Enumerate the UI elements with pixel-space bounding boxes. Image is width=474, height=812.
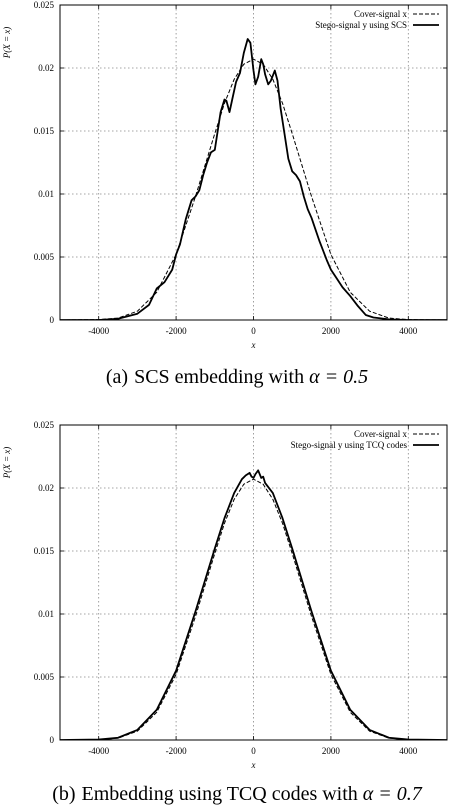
chart-a-xtick-label-0: -4000 xyxy=(88,326,109,336)
chart-a-legend-label-0: Cover-signal x xyxy=(354,9,408,19)
chart-b-ylabel: P(X = x) xyxy=(2,447,12,480)
chart-a-svg: -4000 -2000 0 2000 4000 0 0.005 0.01 0.015 0.02 0.… xyxy=(2,0,448,350)
chart-b-series-cover-line xyxy=(60,478,447,740)
chart-b-legend-label-0: Cover-signal x xyxy=(354,429,408,439)
chart-a-series-cover-line xyxy=(60,58,447,320)
chart-b-legend-label-1: Stego-signal y using TCQ codes xyxy=(291,440,408,450)
chart-a-ytick-label-1: 0.005 xyxy=(34,252,55,262)
chart-a-ytick-label-5: 0.025 xyxy=(34,0,55,10)
chart-b-xtick-label-1: -2000 xyxy=(166,746,187,756)
chart-b-xtick-label-0: -4000 xyxy=(88,746,109,756)
chart-a-xtick-label-2: 0 xyxy=(251,326,256,336)
chart-b-ytick-label-4: 0.02 xyxy=(38,483,54,493)
chart-a-ytick-label-4: 0.02 xyxy=(38,63,54,73)
chart-a-ylabel: P(X = x) xyxy=(2,27,12,60)
chart-a-ytick-label-3: 0.015 xyxy=(34,126,55,136)
chart-b-ytick-label-5: 0.025 xyxy=(34,420,55,430)
chart-b-xtick-label-3: 2000 xyxy=(322,746,341,756)
chart-a-caption-text: SCS embedding with xyxy=(134,366,305,388)
chart-a-ytick-label-0: 0 xyxy=(50,315,55,325)
chart-panel-a: -4000 -2000 0 2000 4000 0 0.005 0.01 0.015 0.02 0.… xyxy=(0,0,474,400)
chart-b-series-stego-line xyxy=(60,469,447,740)
chart-b-ytick-label-2: 0.01 xyxy=(38,609,54,619)
chart-b-caption-math: α = 0.7 xyxy=(362,783,422,805)
chart-a-xtick-label-3: 2000 xyxy=(322,326,341,336)
chart-a-xtick-label-1: -2000 xyxy=(166,326,187,336)
chart-b-xtick-label-2: 0 xyxy=(251,746,256,756)
chart-b-caption: (b) Embedding using TCQ codes with α = 0.… xyxy=(0,783,474,806)
chart-a-series-stego-line xyxy=(60,38,447,320)
chart-b-ytick-label-1: 0.005 xyxy=(34,672,55,682)
chart-b-ytick-label-3: 0.015 xyxy=(34,546,55,556)
chart-a-ytick-label-2: 0.01 xyxy=(38,189,54,199)
chart-a-panel-label: (a) xyxy=(105,366,129,388)
chart-panel-b: -4000 -2000 0 2000 4000 0 0.005 0.01 0.015 0.02 0.… xyxy=(0,420,474,812)
chart-b-xtick-label-4: 4000 xyxy=(399,746,418,756)
chart-a-caption: (a) SCS embedding with α = 0.5 xyxy=(0,366,474,389)
chart-a-xlabel: x xyxy=(251,340,256,350)
chart-a-caption-math: α = 0.5 xyxy=(309,366,369,388)
chart-a-xtick-label-4: 4000 xyxy=(399,326,418,336)
chart-a-legend-label-1: Stego-signal y using SCS xyxy=(315,20,407,30)
chart-b-xlabel: x xyxy=(251,760,256,770)
chart-b-ytick-label-0: 0 xyxy=(50,735,55,745)
chart-b-caption-text: Embedding using TCQ codes with xyxy=(81,783,358,805)
chart-b-svg: -4000 -2000 0 2000 4000 0 0.005 0.01 0.015 0.02 0.… xyxy=(2,420,448,770)
chart-b-panel-label: (b) xyxy=(52,783,76,805)
